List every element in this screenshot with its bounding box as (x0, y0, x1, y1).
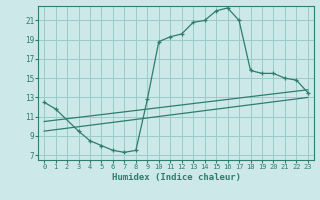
X-axis label: Humidex (Indice chaleur): Humidex (Indice chaleur) (111, 173, 241, 182)
